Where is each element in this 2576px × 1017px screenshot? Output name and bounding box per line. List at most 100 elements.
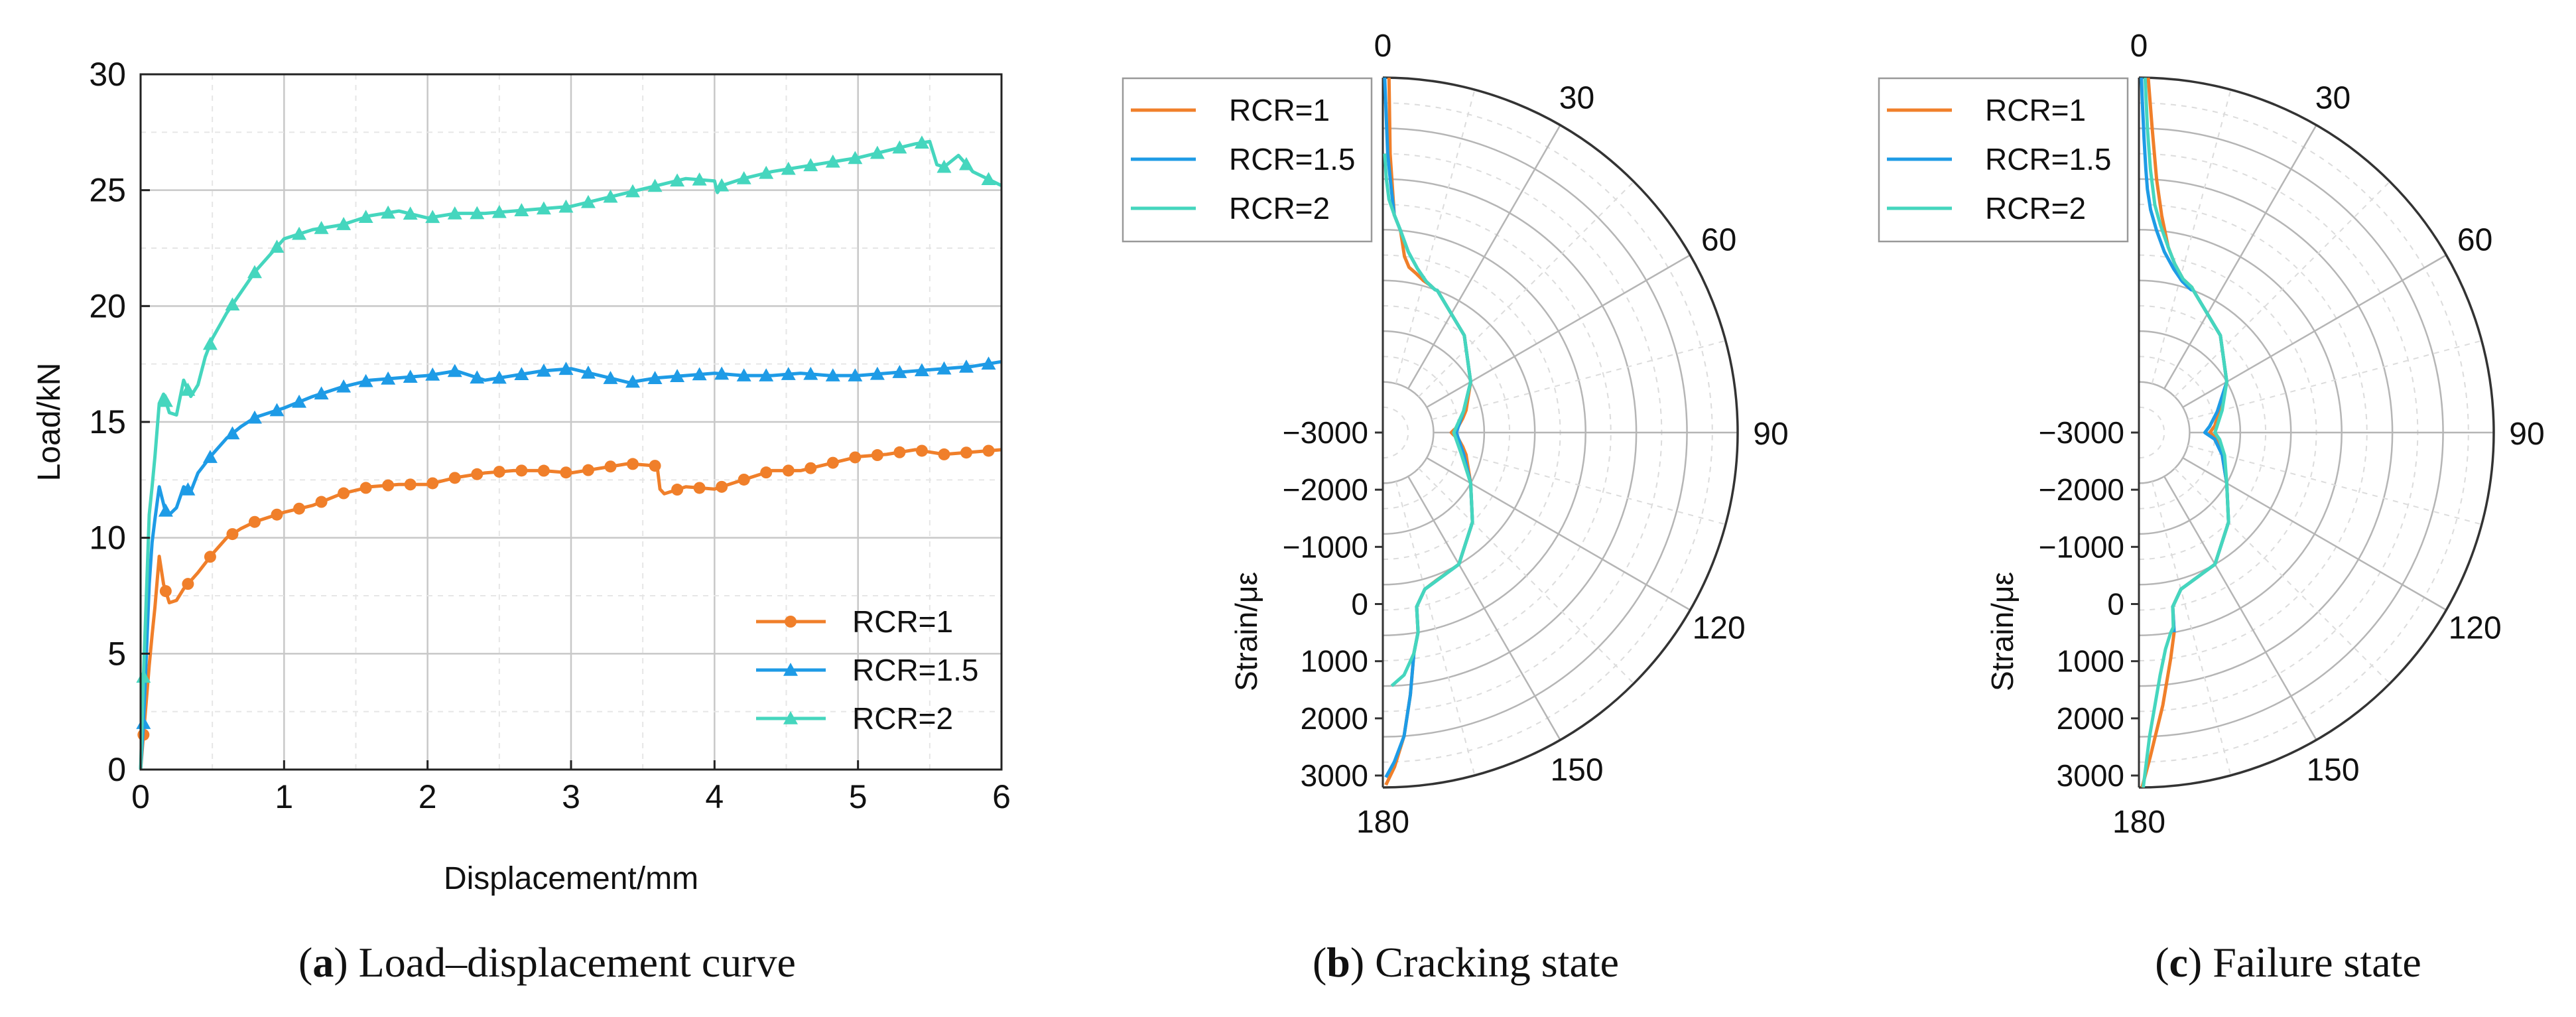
polar-b-legend-label: RCR=1	[1229, 93, 1330, 127]
polar-b-major-ring	[1382, 381, 1435, 484]
a-series-marker-RCR=1.5	[781, 367, 796, 380]
a-series-marker-RCR=1.5	[759, 368, 774, 381]
a-series-marker-RCR=1.5	[447, 364, 462, 377]
a-series-marker-RCR=2	[180, 382, 196, 396]
a-y-tick-label: 20	[89, 287, 126, 324]
polar-c-minor-ring	[2138, 406, 2165, 459]
a-series-marker-RCR=1.5	[292, 394, 307, 408]
polar-c-angle-label: 180	[2112, 805, 2165, 840]
a-series-marker-RCR=2	[670, 173, 685, 187]
polar-b-minor-spoke	[1418, 180, 1635, 397]
polar-c-outer-arc	[2138, 76, 2495, 789]
a-series-marker-RCR=2	[892, 140, 907, 154]
a-series-marker-RCR=1.5	[670, 369, 685, 382]
a-series-marker-RCR=1.5	[647, 371, 663, 384]
a-series-marker-RCR=1	[849, 451, 862, 464]
a-series-marker-RCR=2	[558, 199, 574, 213]
a-series-marker-RCR=2	[714, 178, 730, 192]
polar-b-legend-label: RCR=2	[1229, 191, 1330, 226]
panel-a-x-ticks: 0 1 2 3 4 5 6	[131, 760, 1011, 815]
a-series-marker-RCR=1	[159, 585, 172, 598]
a-series-marker-RCR=1	[404, 478, 417, 491]
a-series-marker-RCR=2	[647, 178, 663, 192]
a-series-marker-RCR=1.5	[981, 356, 996, 370]
a-series-marker-RCR=1.5	[381, 371, 396, 385]
a-series-marker-RCR=1	[671, 484, 684, 496]
polar-b-legend-label: RCR=1.5	[1229, 142, 1355, 176]
a-series-marker-RCR=1.5	[269, 403, 285, 417]
a-series-marker-RCR=1	[537, 464, 550, 477]
a-legend-swatch-marker-RCR=1	[785, 616, 797, 628]
a-series-marker-RCR=2	[958, 157, 974, 170]
a-series-marker-RCR=2	[292, 226, 307, 240]
a-series-marker-RCR=1.5	[425, 367, 440, 381]
a-series-marker-RCR=1	[382, 479, 395, 492]
a-series-marker-RCR=2	[625, 184, 641, 198]
polar-b-angle-label: 30	[1559, 80, 1594, 115]
a-series-marker-RCR=2	[603, 189, 618, 203]
a-series-marker-RCR=1	[915, 444, 928, 457]
a-series-marker-RCR=2	[269, 239, 285, 253]
polar-b-radial-tick-label: 0	[1351, 587, 1368, 622]
a-series-marker-RCR=1	[293, 502, 306, 515]
a-series-marker-RCR=2	[692, 172, 707, 186]
a-series-marker-RCR=1.5	[603, 371, 618, 384]
caption-c-text: Failure state	[2202, 939, 2421, 986]
a-x-tick-label: 6	[992, 778, 1011, 815]
a-series-marker-RCR=1	[271, 508, 283, 521]
polar-b-major-spoke	[1407, 476, 1561, 740]
polar-c-minor-spoke	[2174, 180, 2391, 397]
panel-a-load-displacement: 0 1 2 3 4 5 6 0 5 10 15 20 25 30 Displacement/mm Loa…	[32, 56, 1011, 896]
a-series-marker-RCR=1.5	[247, 410, 262, 424]
a-series-marker-RCR=1	[982, 444, 995, 457]
a-series-marker-RCR=1.5	[848, 368, 863, 381]
polar-b-minor-ring	[1382, 406, 1409, 459]
polar-b-outer-arc	[1382, 76, 1739, 789]
a-series-marker-RCR=2	[536, 201, 551, 215]
a-series-marker-RCR=2	[247, 265, 262, 279]
polar-c-angle-label: 0	[2130, 29, 2148, 64]
a-series-marker-RCR=1.5	[202, 450, 218, 463]
polar-b-radial-tick-label: −1000	[1283, 529, 1368, 564]
polar-c-radial-tick-label: 1000	[2057, 644, 2124, 679]
a-series-marker-RCR=1.5	[180, 482, 196, 496]
a-series-marker-RCR=2	[848, 151, 863, 165]
a-series-marker-RCR=1	[627, 458, 639, 470]
a-x-tick-label: 1	[275, 778, 293, 815]
polar-b-major-spoke	[1426, 457, 1691, 611]
a-series-marker-RCR=1	[738, 473, 750, 486]
a-series-marker-RCR=1.5	[625, 374, 641, 388]
a-series-marker-RCR=2	[803, 158, 818, 172]
polar-b-minor-spoke	[1431, 340, 1726, 421]
caption-c: (c) Failure state	[2155, 939, 2421, 986]
a-series-marker-RCR=1	[782, 464, 795, 477]
polar-c-angle-label: 90	[2509, 417, 2544, 452]
a-series-marker-RCR=1	[826, 456, 839, 469]
polar-b-series-RCR=2	[1383, 153, 1474, 687]
a-series-marker-RCR=1	[493, 466, 505, 478]
a-y-tick-label: 15	[89, 403, 126, 441]
polar-c-legend-label: RCR=1	[1985, 93, 2086, 127]
a-series-marker-RCR=1	[716, 480, 728, 493]
a-series-marker-RCR=2	[781, 161, 796, 175]
polar-b-angle-label: 150	[1550, 753, 1603, 788]
a-series-marker-RCR=2	[358, 210, 373, 223]
panel-a-y-ticks: 0 5 10 15 20 25 30	[89, 56, 150, 788]
a-y-tick-label: 30	[89, 56, 126, 93]
a-series-marker-RCR=1	[805, 462, 817, 474]
polar-c-radial-tick-label: −3000	[2039, 415, 2124, 450]
a-x-tick-label: 3	[562, 778, 580, 815]
a-legend-label: RCR=1.5	[852, 653, 978, 687]
a-series-marker-RCR=1.5	[491, 370, 507, 384]
a-legend-label: RCR=2	[852, 701, 953, 736]
a-series-marker-RCR=1	[893, 446, 906, 458]
a-series-marker-RCR=1.5	[314, 386, 329, 400]
a-series-marker-RCR=2	[514, 203, 529, 216]
a-series-marker-RCR=1	[248, 515, 261, 528]
polar-c-angle-label: 30	[2315, 80, 2351, 115]
panel-a-series	[136, 135, 1003, 770]
a-series-marker-RCR=1	[471, 468, 483, 480]
a-series-marker-RCR=2	[825, 154, 840, 168]
a-y-tick-label: 0	[107, 751, 126, 788]
a-series-marker-RCR=1	[182, 578, 194, 590]
